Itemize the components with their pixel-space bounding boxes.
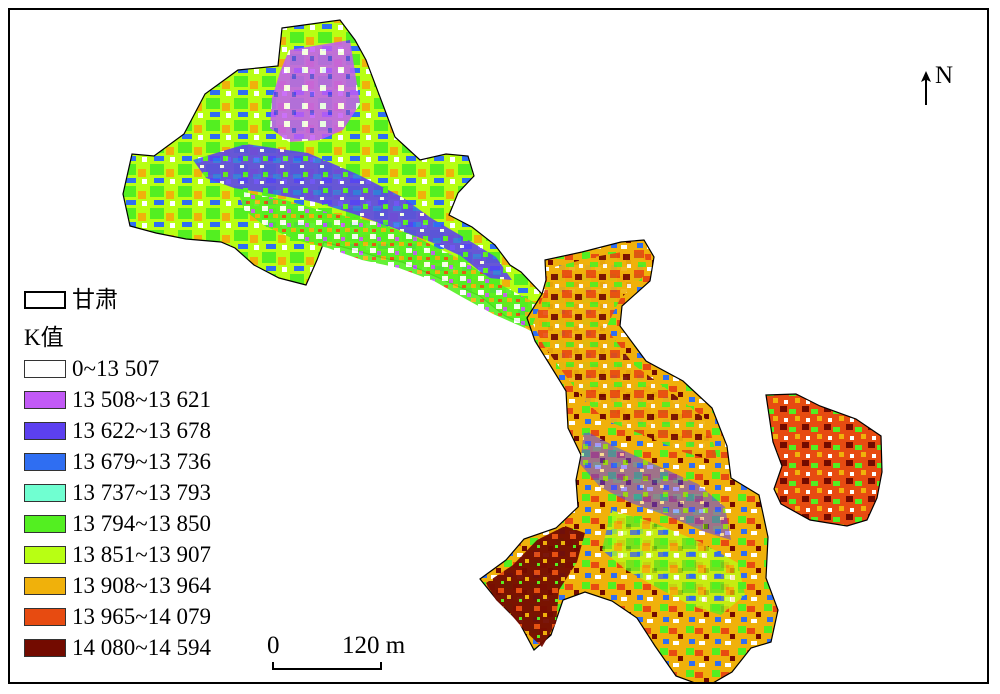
province-map: [122, 19, 883, 682]
north-indicator: N: [916, 62, 961, 112]
northwest-blue-zone: [193, 144, 512, 280]
map-legend: 甘肃 K值 0~13 507 13 508~13 621 13 622~13 678…: [18, 286, 263, 682]
southeast-region: [765, 393, 883, 527]
corridor-mixed-zone: [238, 191, 562, 341]
map-frame: N 甘肃 K值 0~13 507 13 508~13 621 13 622~13 6…: [8, 8, 989, 684]
central-blue-band: [580, 430, 731, 540]
central-green-band: [602, 510, 745, 615]
region-legend-row: 甘肃: [24, 287, 118, 313]
legend-item: 13 794~13 850: [24, 511, 211, 537]
southern-dark-zone: [486, 526, 585, 647]
legend-item: 0~13 507: [24, 356, 159, 382]
legend-item: 14 080~14 594: [24, 635, 211, 661]
legend-item: 13 737~13 793: [24, 480, 211, 506]
north-label: N: [935, 62, 954, 89]
legend-item: 13 851~13 907: [24, 542, 211, 568]
region-outline-swatch: [24, 291, 66, 309]
north-arrow-icon: [921, 71, 931, 105]
legend-color-swatch: [24, 453, 66, 471]
northwest-purple-zone: [270, 40, 360, 142]
legend-range-label: 13 851~13 907: [72, 542, 211, 567]
legend-range-label: 13 737~13 793: [72, 480, 211, 505]
legend-color-swatch: [24, 484, 66, 502]
region-label: 甘肃: [72, 287, 118, 312]
legend-color-swatch: [24, 546, 66, 564]
legend-color-swatch: [24, 577, 66, 595]
value-legend-title-row: K值: [24, 325, 64, 351]
legend-color-swatch: [24, 639, 66, 657]
legend-range-label: 13 965~14 079: [72, 604, 211, 629]
scale-bar-icon: [272, 662, 382, 670]
legend-range-label: 13 622~13 678: [72, 418, 211, 443]
central-orange-zone: [533, 248, 718, 462]
scale-end-label: 120 m: [342, 632, 406, 659]
legend-color-swatch: [24, 608, 66, 626]
legend-item: 13 908~13 964: [24, 573, 211, 599]
legend-color-swatch: [24, 391, 66, 409]
legend-item: 13 508~13 621: [24, 387, 211, 413]
scale-start-label: 0: [267, 632, 280, 659]
legend-range-label: 13 794~13 850: [72, 511, 211, 536]
scale-bar-group: 0 120 m: [262, 632, 442, 676]
value-legend-title: K值: [24, 325, 64, 350]
legend-range-label: 13 508~13 621: [72, 387, 211, 412]
legend-range-label: 14 080~14 594: [72, 635, 211, 660]
legend-item: 13 679~13 736: [24, 449, 211, 475]
legend-range-label: 13 679~13 736: [72, 449, 211, 474]
legend-color-swatch: [24, 422, 66, 440]
legend-color-swatch: [24, 360, 66, 378]
legend-item: 13 622~13 678: [24, 418, 211, 444]
legend-range-label: 13 908~13 964: [72, 573, 211, 598]
legend-item: 13 965~14 079: [24, 604, 211, 630]
legend-color-swatch: [24, 515, 66, 533]
legend-range-label: 0~13 507: [72, 356, 160, 381]
gansu-k-value-map: [122, 19, 883, 682]
